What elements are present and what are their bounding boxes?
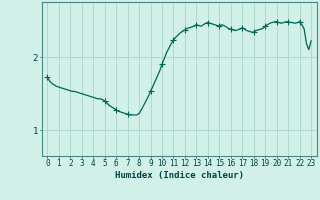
X-axis label: Humidex (Indice chaleur): Humidex (Indice chaleur): [115, 171, 244, 180]
